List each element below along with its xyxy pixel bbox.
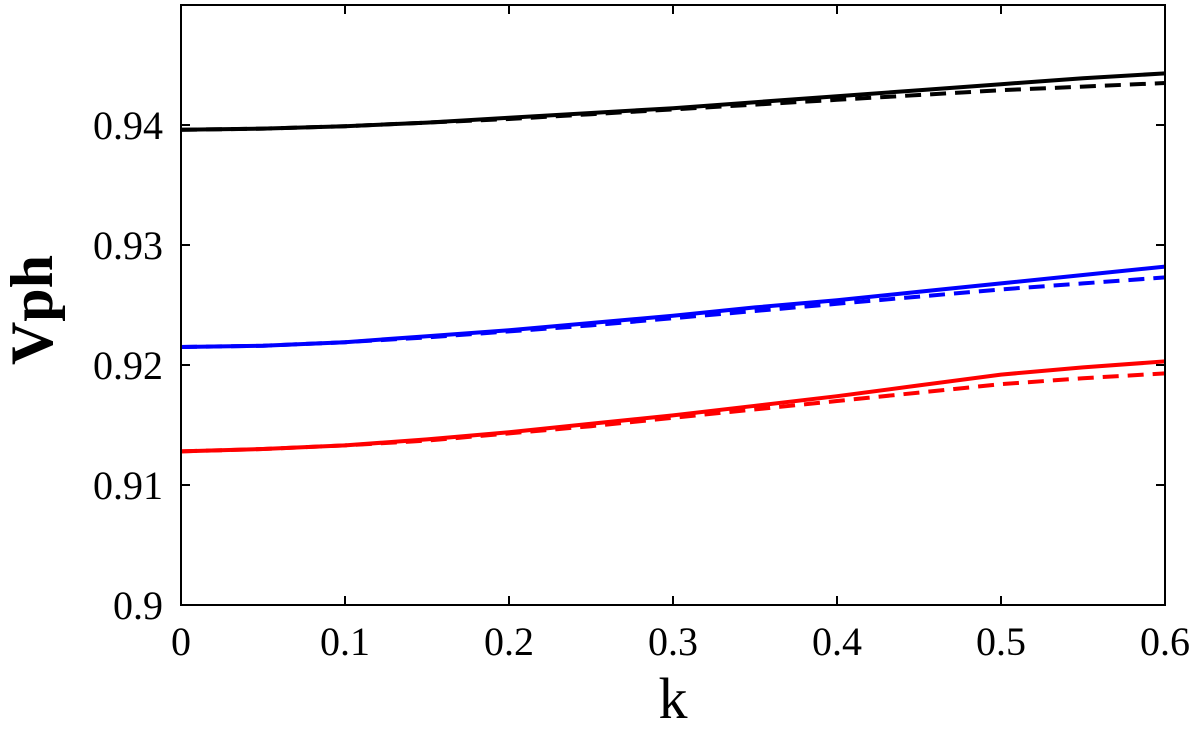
y-tick-label: 0.9 — [113, 583, 163, 628]
plot-frame — [180, 4, 1166, 606]
x-tick-label: 0.1 — [320, 619, 370, 664]
x-tick-label: 0.6 — [1140, 619, 1190, 664]
series-line-6 — [180, 371, 1166, 454]
y-tick-label: 0.92 — [93, 343, 163, 388]
plot-area — [181, 5, 1165, 605]
x-tick-label: 0.2 — [484, 619, 534, 664]
series-layer — [180, 71, 1166, 454]
x-axis-title: k — [659, 666, 688, 726]
y-axis-title: Vph — [0, 255, 65, 365]
x-tick-label: 0.4 — [812, 619, 862, 664]
x-tick-label: 0.5 — [976, 619, 1026, 664]
series-line-4 — [180, 275, 1166, 349]
tick-layer: 0 0.1 0.2 0.3 0.4 0.5 0.6 0.9 0.91 0.92 0.93 0.94 — [93, 5, 1190, 664]
y-tick-label: 0.91 — [93, 463, 163, 508]
y-tick-label: 0.94 — [93, 103, 163, 148]
x-tick-label: 0.3 — [648, 619, 698, 664]
y-tick-label: 0.93 — [93, 223, 163, 268]
x-tick-label: 0 — [171, 619, 191, 664]
series-line-2 — [180, 81, 1166, 132]
